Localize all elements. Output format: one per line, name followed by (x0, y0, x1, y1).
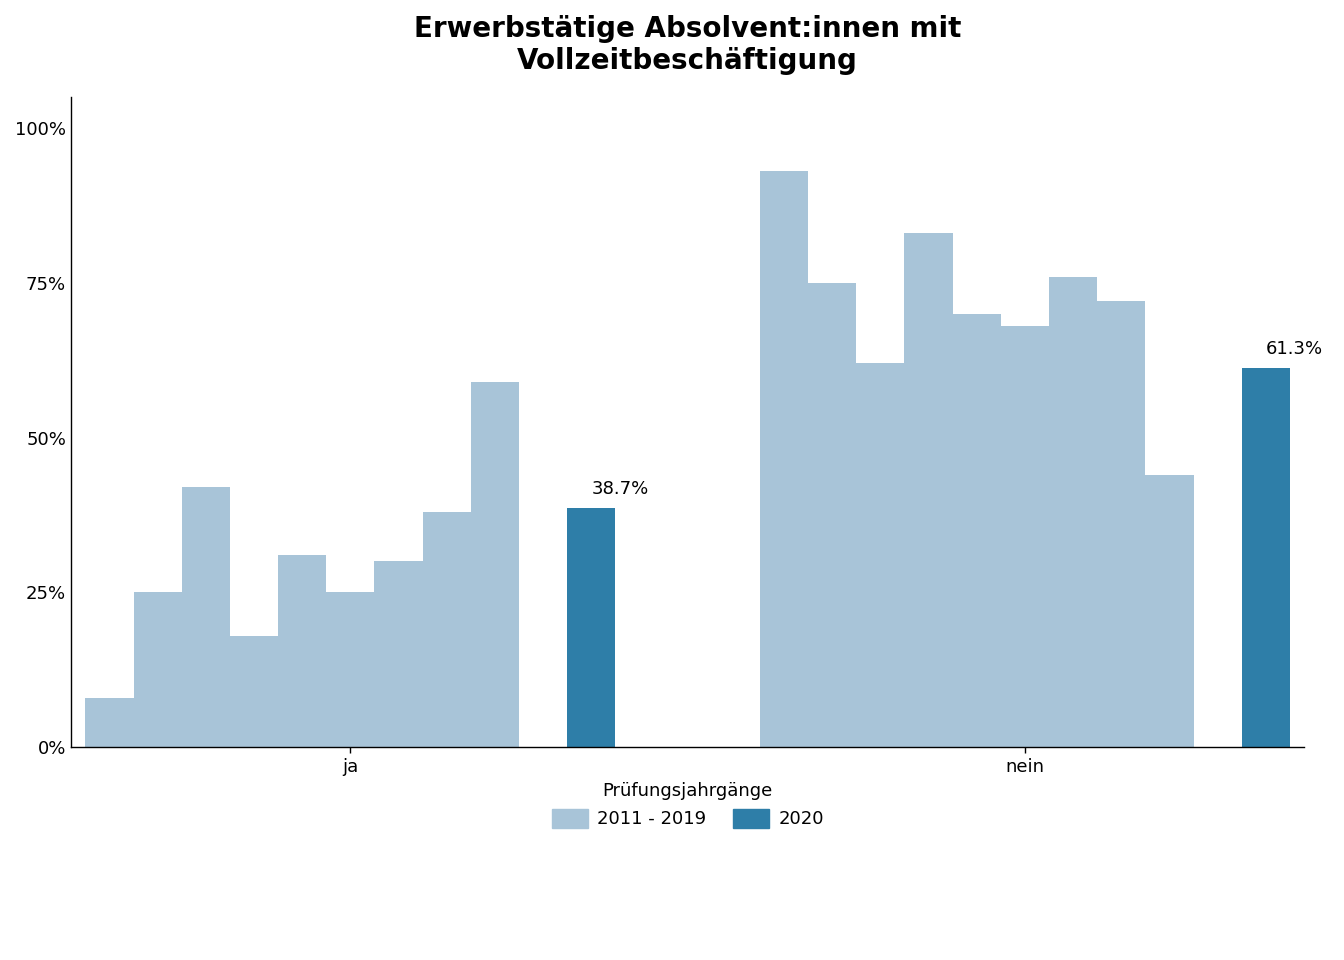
Bar (953, 314, 1001, 747)
Bar (856, 363, 905, 747)
Legend: 2011 - 2019, 2020: 2011 - 2019, 2020 (544, 775, 831, 835)
Bar (1097, 301, 1145, 747)
Bar (133, 592, 181, 747)
Bar (905, 233, 953, 747)
Text: 61.3%: 61.3% (1266, 341, 1322, 358)
Bar (759, 172, 808, 747)
Bar (567, 508, 616, 747)
Bar (327, 592, 375, 747)
Bar (181, 487, 230, 747)
Bar (230, 636, 278, 747)
Bar (1050, 276, 1097, 747)
Bar (422, 512, 470, 747)
Title: Erwerbstätige Absolvent:innen mit
Vollzeitbeschäftigung: Erwerbstätige Absolvent:innen mit Vollze… (414, 15, 961, 76)
Bar (1001, 326, 1050, 747)
Bar (470, 382, 519, 747)
Bar (278, 555, 327, 747)
Bar (85, 698, 133, 747)
Bar (375, 562, 422, 747)
Bar (808, 283, 856, 747)
Bar (1242, 368, 1290, 747)
Bar (1145, 475, 1193, 747)
Text: 38.7%: 38.7% (591, 480, 649, 498)
